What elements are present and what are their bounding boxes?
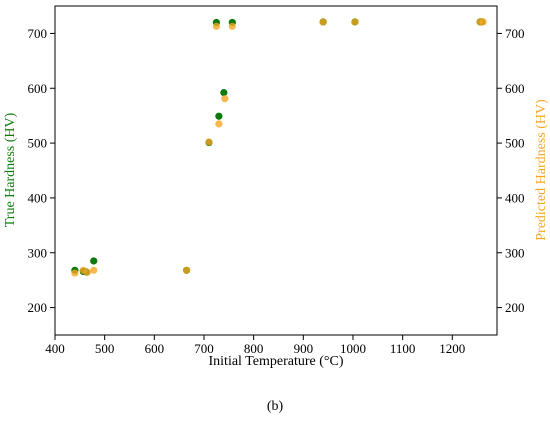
predicted-hardness-point — [212, 22, 221, 30]
x-tick-label: 600 — [145, 341, 165, 356]
right-y-tick-label: 700 — [505, 26, 525, 41]
predicted-hardness-point — [479, 18, 487, 26]
x-tick-label: 500 — [95, 341, 115, 356]
x-tick-label: 400 — [45, 341, 65, 356]
true-hardness-point — [220, 89, 228, 97]
left-y-tick-label: 600 — [28, 81, 48, 96]
x-tick-label: 1100 — [390, 341, 416, 356]
left-y-axis-ticks: 200 300 400 500 600 700 — [28, 26, 55, 315]
left-y-tick-label: 300 — [28, 245, 48, 260]
predicted-hardness-point — [205, 138, 213, 146]
right-y-tick-label: 400 — [505, 190, 525, 205]
data-points — [71, 18, 487, 277]
predicted-hardness-point — [228, 22, 236, 30]
x-tick-label: 900 — [294, 341, 314, 356]
x-tick-label: 1000 — [340, 341, 366, 356]
right-y-axis-title: Predicted Hardness (HV) — [534, 99, 549, 241]
x-axis-title: Initial Temperature (°C) — [209, 354, 344, 369]
left-y-axis-title: True Hardness (HV) — [3, 112, 18, 227]
predicted-hardness-point — [319, 18, 327, 26]
right-y-tick-label: 600 — [505, 81, 525, 96]
panel-label: (b) — [267, 399, 284, 414]
left-y-tick-label: 700 — [28, 26, 48, 41]
left-y-tick-label: 400 — [28, 190, 48, 205]
right-y-axis-ticks: 200 300 400 500 600 700 — [497, 26, 525, 315]
predicted-hardness-point — [351, 18, 359, 26]
plot-frame — [54, 5, 498, 336]
x-axis-ticks: 400 500 600 700 800 900 1000 1100 1200 — [45, 335, 465, 356]
left-y-tick-label: 200 — [28, 300, 48, 315]
predicted-hardness-point — [221, 95, 229, 103]
x-tick-label: 800 — [244, 341, 264, 356]
x-tick-label: 700 — [194, 341, 214, 356]
predicted-hardness-point — [83, 268, 91, 277]
left-y-tick-label: 500 — [28, 136, 48, 151]
predicted-hardness-point — [215, 120, 223, 128]
x-tick-label: 1200 — [439, 341, 465, 356]
right-y-tick-label: 500 — [505, 136, 525, 151]
predicted-hardness-point — [71, 269, 79, 277]
true-hardness-point — [215, 112, 223, 120]
predicted-hardness-point — [90, 266, 98, 274]
right-y-tick-label: 200 — [505, 300, 525, 315]
predicted-hardness-point — [183, 266, 191, 274]
true-hardness-point — [90, 257, 98, 265]
right-y-tick-label: 300 — [505, 245, 525, 260]
